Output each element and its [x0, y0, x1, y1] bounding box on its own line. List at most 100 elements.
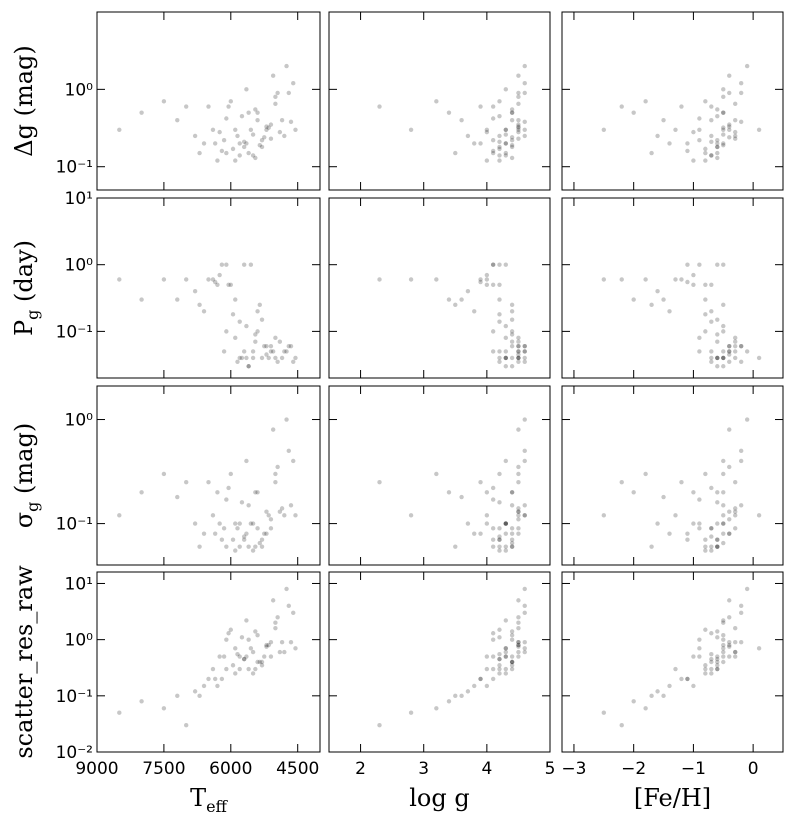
point	[139, 297, 144, 302]
point	[255, 490, 260, 495]
point	[733, 343, 738, 349]
point	[715, 364, 720, 369]
point	[273, 101, 278, 107]
point	[192, 689, 198, 694]
point	[721, 355, 726, 361]
point	[230, 537, 236, 542]
point	[497, 262, 502, 267]
point	[284, 586, 289, 592]
point	[175, 297, 180, 302]
point	[259, 544, 265, 549]
axis-label-sub: eff	[206, 797, 228, 816]
point	[288, 640, 294, 645]
point	[484, 490, 490, 495]
point	[253, 629, 258, 634]
point	[277, 339, 283, 344]
point	[459, 297, 464, 302]
axis-label: Pg (day)	[10, 240, 42, 336]
point	[721, 110, 726, 115]
point	[224, 116, 229, 121]
point	[224, 329, 229, 334]
point	[233, 158, 238, 163]
point	[446, 699, 452, 704]
point	[490, 485, 496, 491]
point	[522, 127, 527, 133]
point	[228, 282, 233, 287]
point	[465, 521, 471, 526]
point	[715, 144, 720, 150]
point	[509, 107, 515, 112]
point	[516, 620, 521, 625]
points	[377, 586, 527, 728]
point	[516, 649, 521, 655]
point	[516, 642, 521, 648]
point	[516, 90, 521, 96]
point	[497, 500, 502, 505]
point	[744, 586, 750, 592]
point	[237, 521, 242, 526]
point	[288, 503, 294, 508]
point	[709, 309, 714, 314]
point	[246, 110, 251, 115]
point	[244, 458, 249, 464]
point	[192, 289, 198, 294]
point	[497, 663, 502, 668]
point	[516, 125, 521, 130]
point	[275, 615, 280, 620]
point	[667, 531, 672, 536]
point	[516, 339, 521, 344]
points	[601, 586, 762, 728]
point	[233, 671, 238, 676]
x-tick-label: −3	[561, 759, 586, 779]
point	[270, 598, 276, 603]
point	[679, 479, 684, 485]
point	[197, 302, 202, 308]
point	[715, 355, 720, 361]
point	[509, 544, 515, 549]
point	[244, 87, 249, 92]
point	[237, 666, 242, 672]
x-tick-label: 2	[355, 759, 366, 779]
point	[715, 544, 720, 549]
point	[197, 150, 202, 156]
point	[117, 127, 122, 133]
point	[197, 693, 202, 699]
point	[192, 521, 198, 526]
point	[516, 355, 521, 361]
point	[509, 659, 515, 665]
point	[697, 497, 702, 502]
point	[727, 135, 732, 140]
point	[503, 654, 508, 659]
point	[503, 141, 508, 146]
point	[721, 127, 726, 133]
point	[497, 544, 502, 549]
point	[691, 490, 696, 495]
point	[497, 146, 502, 152]
point	[478, 676, 483, 682]
point	[268, 526, 274, 531]
x-tick-label: 9000	[75, 759, 118, 779]
point	[259, 138, 265, 143]
point	[175, 494, 180, 500]
point	[484, 158, 490, 163]
point	[522, 81, 527, 86]
point	[727, 531, 732, 536]
point	[139, 490, 144, 495]
axis-label-sub: g	[23, 502, 42, 512]
y-tick-label: 10¹	[65, 189, 93, 209]
axis-label-main: T	[190, 784, 206, 812]
point	[516, 509, 521, 514]
points	[377, 417, 527, 553]
point	[237, 654, 242, 659]
point	[277, 509, 283, 514]
point	[715, 141, 720, 146]
y-tick-label: 10⁰	[65, 411, 94, 431]
y-tick-label: 10⁻²	[56, 743, 93, 763]
point	[434, 277, 439, 282]
point	[161, 99, 167, 104]
point	[522, 359, 527, 364]
point	[291, 81, 296, 86]
point	[715, 500, 720, 505]
panel-frame	[561, 11, 784, 191]
